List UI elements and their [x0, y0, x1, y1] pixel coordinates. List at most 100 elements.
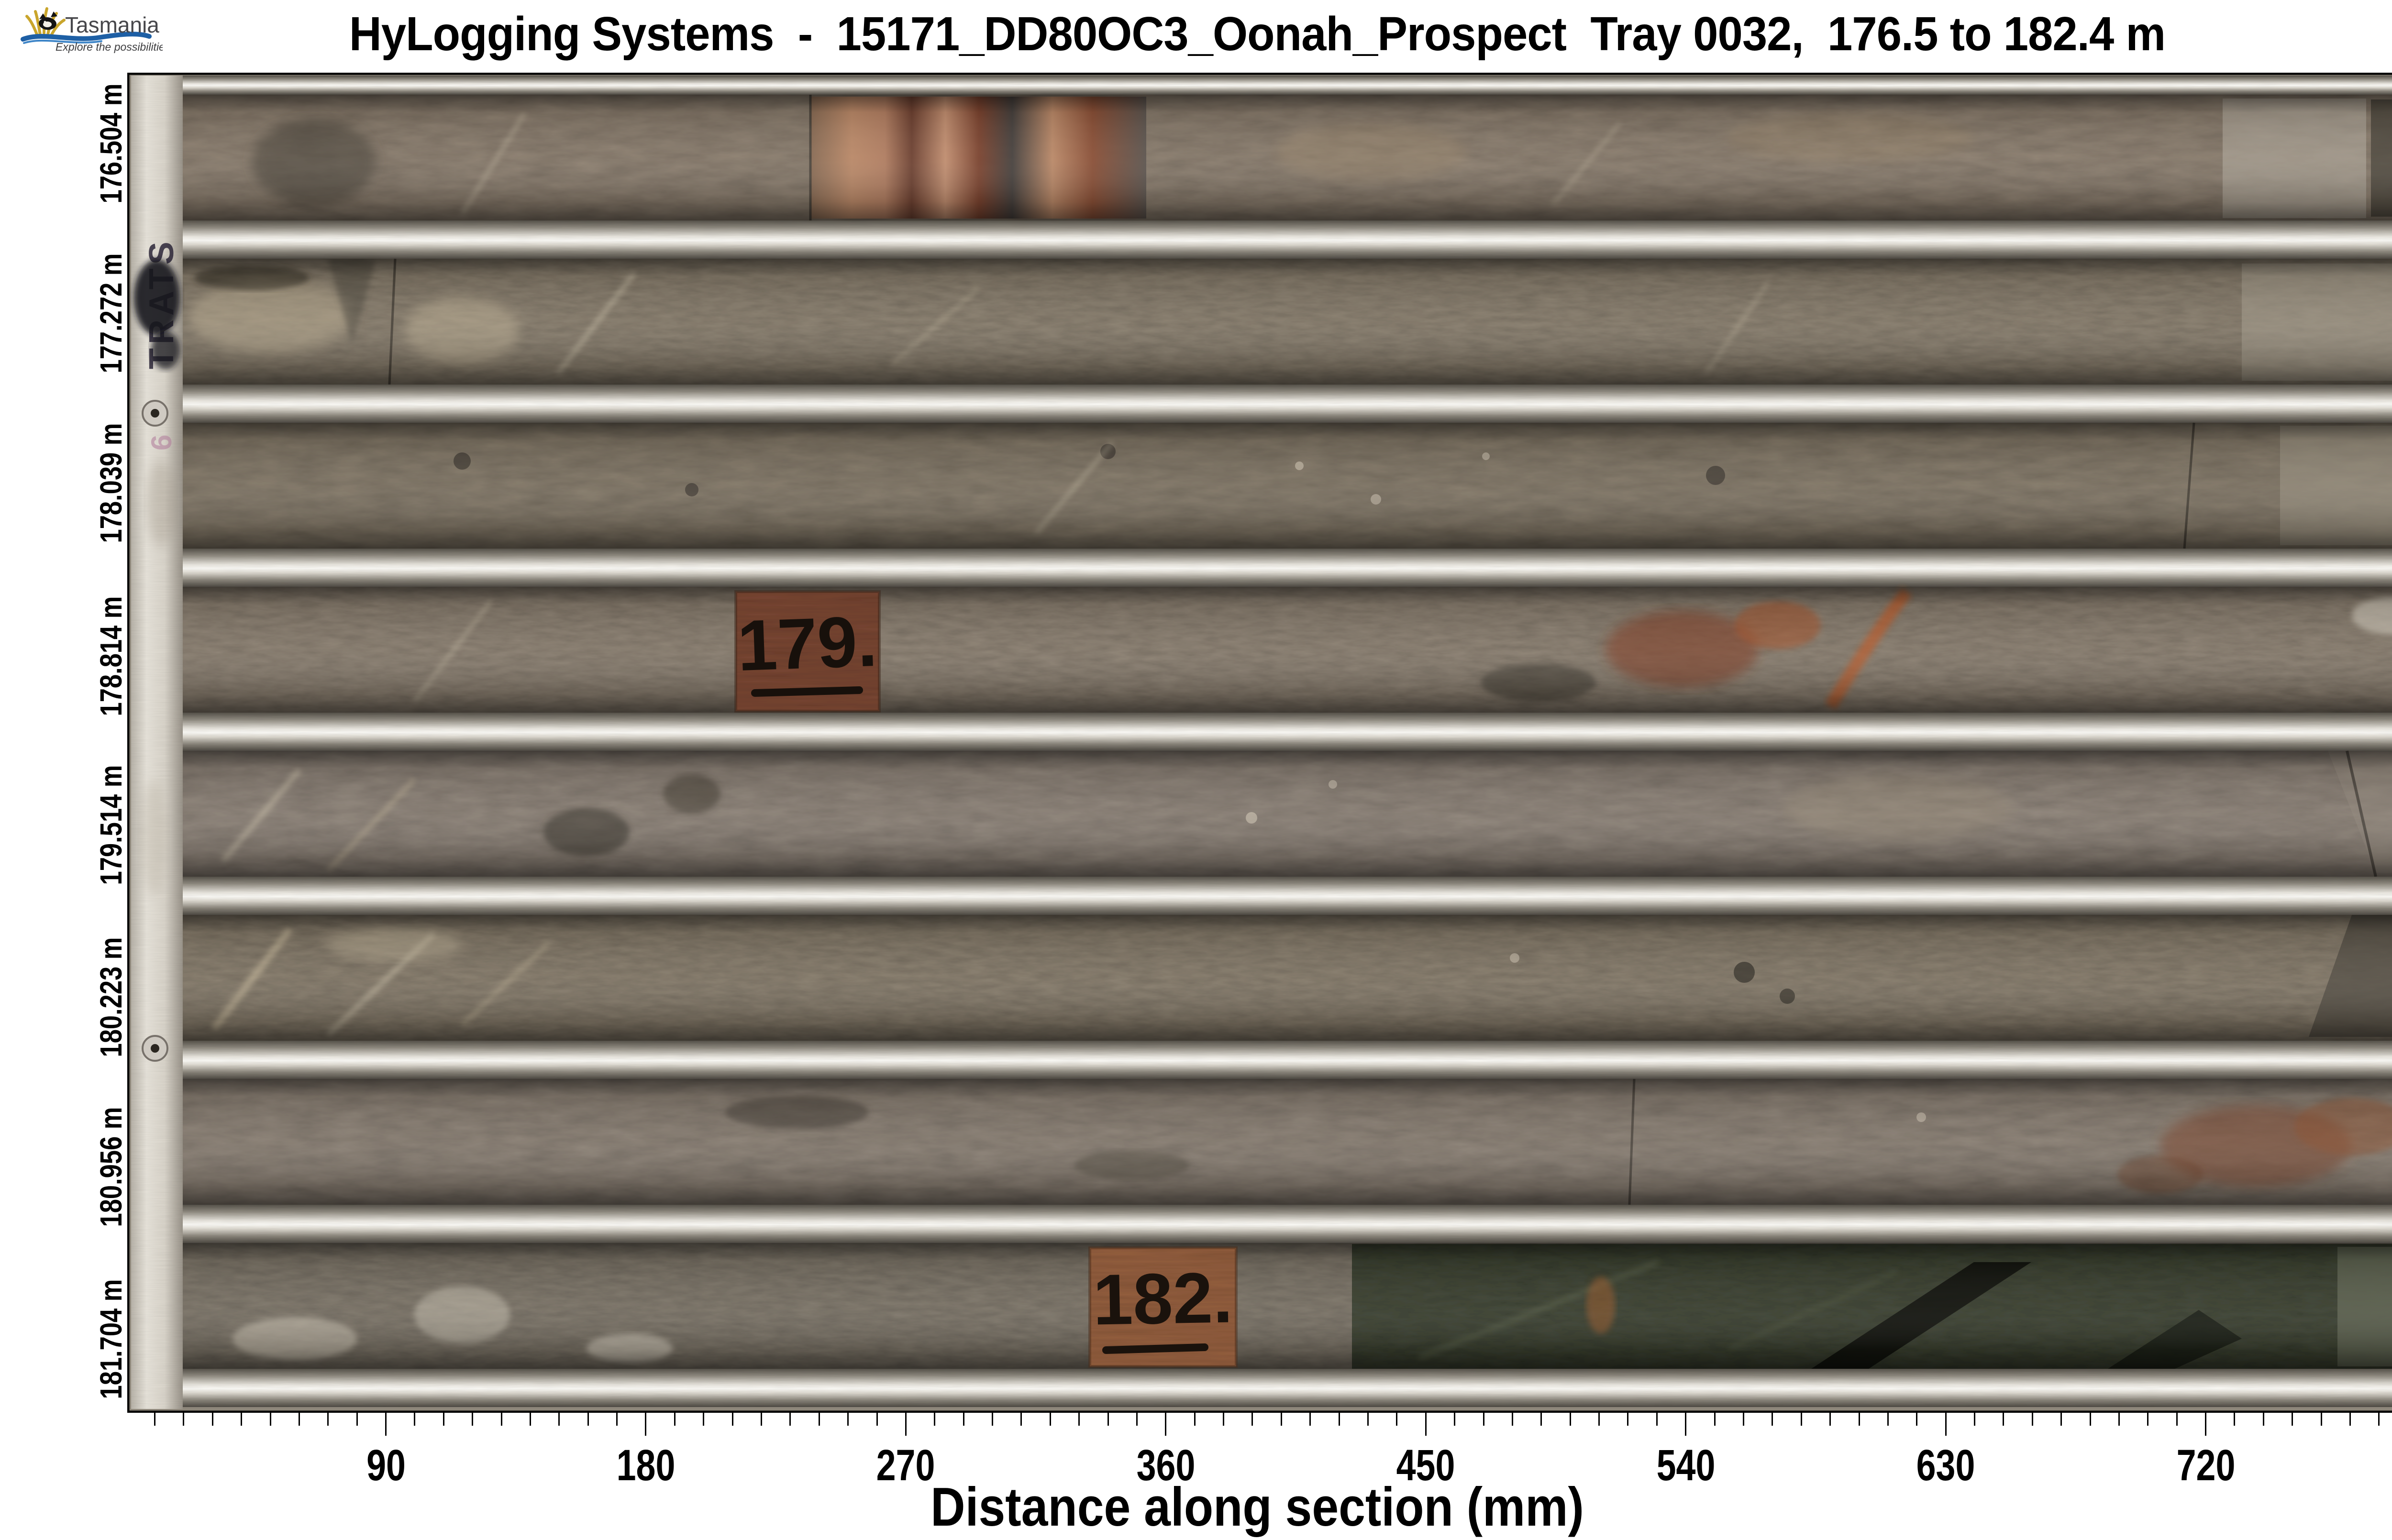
- x-tick-minor: [2031, 1413, 2033, 1426]
- divider-bar: [131, 877, 2392, 915]
- tasmania-logo-tagline: Explore the possibilities: [55, 41, 163, 53]
- tray-left-rail: TRATS 6: [131, 76, 183, 1409]
- core-row-5: [131, 750, 2392, 915]
- x-tick-minor: [327, 1413, 329, 1426]
- x-tick-minor: [587, 1413, 589, 1426]
- x-tick-major: [1165, 1413, 1167, 1436]
- x-tick-minor: [2118, 1413, 2120, 1426]
- x-tick-minor: [1627, 1413, 1629, 1426]
- x-tick-minor: [1338, 1413, 1340, 1426]
- depth-label: 180.223 m: [94, 937, 128, 1057]
- x-tick-minor: [1656, 1413, 1658, 1426]
- x-tick-minor: [847, 1413, 849, 1426]
- divider-bar: [131, 220, 2392, 259]
- x-tick-minor: [1049, 1413, 1051, 1426]
- x-tick-minor: [154, 1413, 155, 1426]
- paint-blob: [134, 259, 180, 336]
- tasmania-logo: Tasmania Explore the possibilities: [21, 7, 163, 53]
- x-tick-minor: [992, 1413, 994, 1426]
- x-tick-label: 90: [366, 1441, 406, 1490]
- rivet-icon: [142, 1035, 168, 1062]
- x-tick-minor: [558, 1413, 560, 1426]
- x-tick-minor: [703, 1413, 705, 1426]
- x-tick-minor: [2089, 1413, 2091, 1426]
- x-tick-minor: [269, 1413, 271, 1426]
- x-tick-minor: [1020, 1413, 1022, 1426]
- x-tick-minor: [298, 1413, 300, 1426]
- core-row-6: [131, 915, 2392, 1079]
- x-tick-label: 540: [1656, 1441, 1716, 1490]
- x-tick-minor: [1223, 1413, 1225, 1426]
- x-tick-minor: [414, 1413, 416, 1426]
- x-tick-minor: [1483, 1413, 1484, 1426]
- x-tick-minor: [443, 1413, 444, 1426]
- divider-bar: [131, 1205, 2392, 1243]
- tray-top-rail: [131, 76, 2392, 95]
- depth-block-182: 182.: [1088, 1246, 1238, 1368]
- x-tick-major: [1685, 1413, 1687, 1436]
- x-tick-minor: [500, 1413, 502, 1426]
- core-row-7: [131, 1078, 2392, 1243]
- tasmania-logo-mark: [21, 7, 152, 44]
- depth-label: 178.814 m: [94, 596, 128, 716]
- core-row-2: [131, 258, 2392, 423]
- page-title: HyLogging Systems - 15171_DD80OC3_Oonah_…: [349, 7, 2165, 61]
- rail-marking-text: 6: [145, 435, 177, 451]
- x-tick-minor: [1280, 1413, 1282, 1426]
- x-tick-minor: [1511, 1413, 1513, 1426]
- x-tick-label: 180: [616, 1441, 676, 1490]
- depth-block-label: 179.: [736, 601, 879, 686]
- x-tick-minor: [2292, 1413, 2293, 1426]
- divider-bar: [131, 1041, 2392, 1079]
- x-tick-minor: [1742, 1413, 1744, 1426]
- rivet-icon: [142, 400, 168, 427]
- x-tick-minor: [1367, 1413, 1369, 1426]
- depth-label: 178.039 m: [94, 423, 128, 543]
- x-tick-minor: [1569, 1413, 1571, 1426]
- x-tick-minor: [818, 1413, 820, 1426]
- x-tick-minor: [1107, 1413, 1109, 1426]
- x-tick-minor: [183, 1413, 185, 1426]
- x-tick-minor: [1800, 1413, 1802, 1426]
- depth-block-label: 182.: [1092, 1257, 1233, 1340]
- x-tick-minor: [211, 1413, 213, 1426]
- core-row-1: [131, 95, 2392, 259]
- x-tick-major: [905, 1413, 907, 1436]
- x-tick-minor: [2349, 1413, 2351, 1426]
- x-tick-minor: [1598, 1413, 1600, 1426]
- x-tick-minor: [241, 1413, 243, 1426]
- x-tick-minor: [616, 1413, 618, 1426]
- depth-label: 180.956 m: [94, 1107, 128, 1227]
- depth-block-179: 179.: [734, 590, 881, 713]
- x-tick-minor: [934, 1413, 936, 1426]
- x-tick-minor: [761, 1413, 762, 1426]
- x-tick-major: [645, 1413, 647, 1436]
- x-tick-minor: [2176, 1413, 2178, 1426]
- x-tick-minor: [2378, 1413, 2380, 1426]
- depth-label: 176.504 m: [94, 83, 128, 204]
- core-row-3: [131, 422, 2392, 587]
- x-tick-minor: [1136, 1413, 1138, 1426]
- x-tick-major: [1425, 1413, 1427, 1436]
- x-tick-major: [385, 1413, 387, 1436]
- divider-bar: [131, 549, 2392, 587]
- core-tray-photo: 179.: [127, 73, 2392, 1413]
- tray-bottom-rail: [131, 1369, 2392, 1407]
- x-tick-minor: [1251, 1413, 1253, 1426]
- x-tick-minor: [1309, 1413, 1311, 1426]
- x-tick-minor: [2060, 1413, 2062, 1426]
- depth-label: 181.704 m: [94, 1279, 128, 1399]
- x-tick-minor: [356, 1413, 358, 1426]
- x-tick-minor: [2147, 1413, 2149, 1426]
- tasmania-logo-name: Tasmania: [65, 12, 159, 37]
- x-tick-label: 360: [1136, 1441, 1196, 1490]
- x-tick-minor: [1772, 1413, 1773, 1426]
- depth-label: 179.514 m: [94, 765, 128, 885]
- x-tick-minor: [674, 1413, 676, 1426]
- x-tick-minor: [1974, 1413, 1976, 1426]
- x-tick-minor: [2320, 1413, 2322, 1426]
- x-tick-minor: [529, 1413, 531, 1426]
- x-tick-minor: [1887, 1413, 1889, 1426]
- x-tick-minor: [1916, 1413, 1918, 1426]
